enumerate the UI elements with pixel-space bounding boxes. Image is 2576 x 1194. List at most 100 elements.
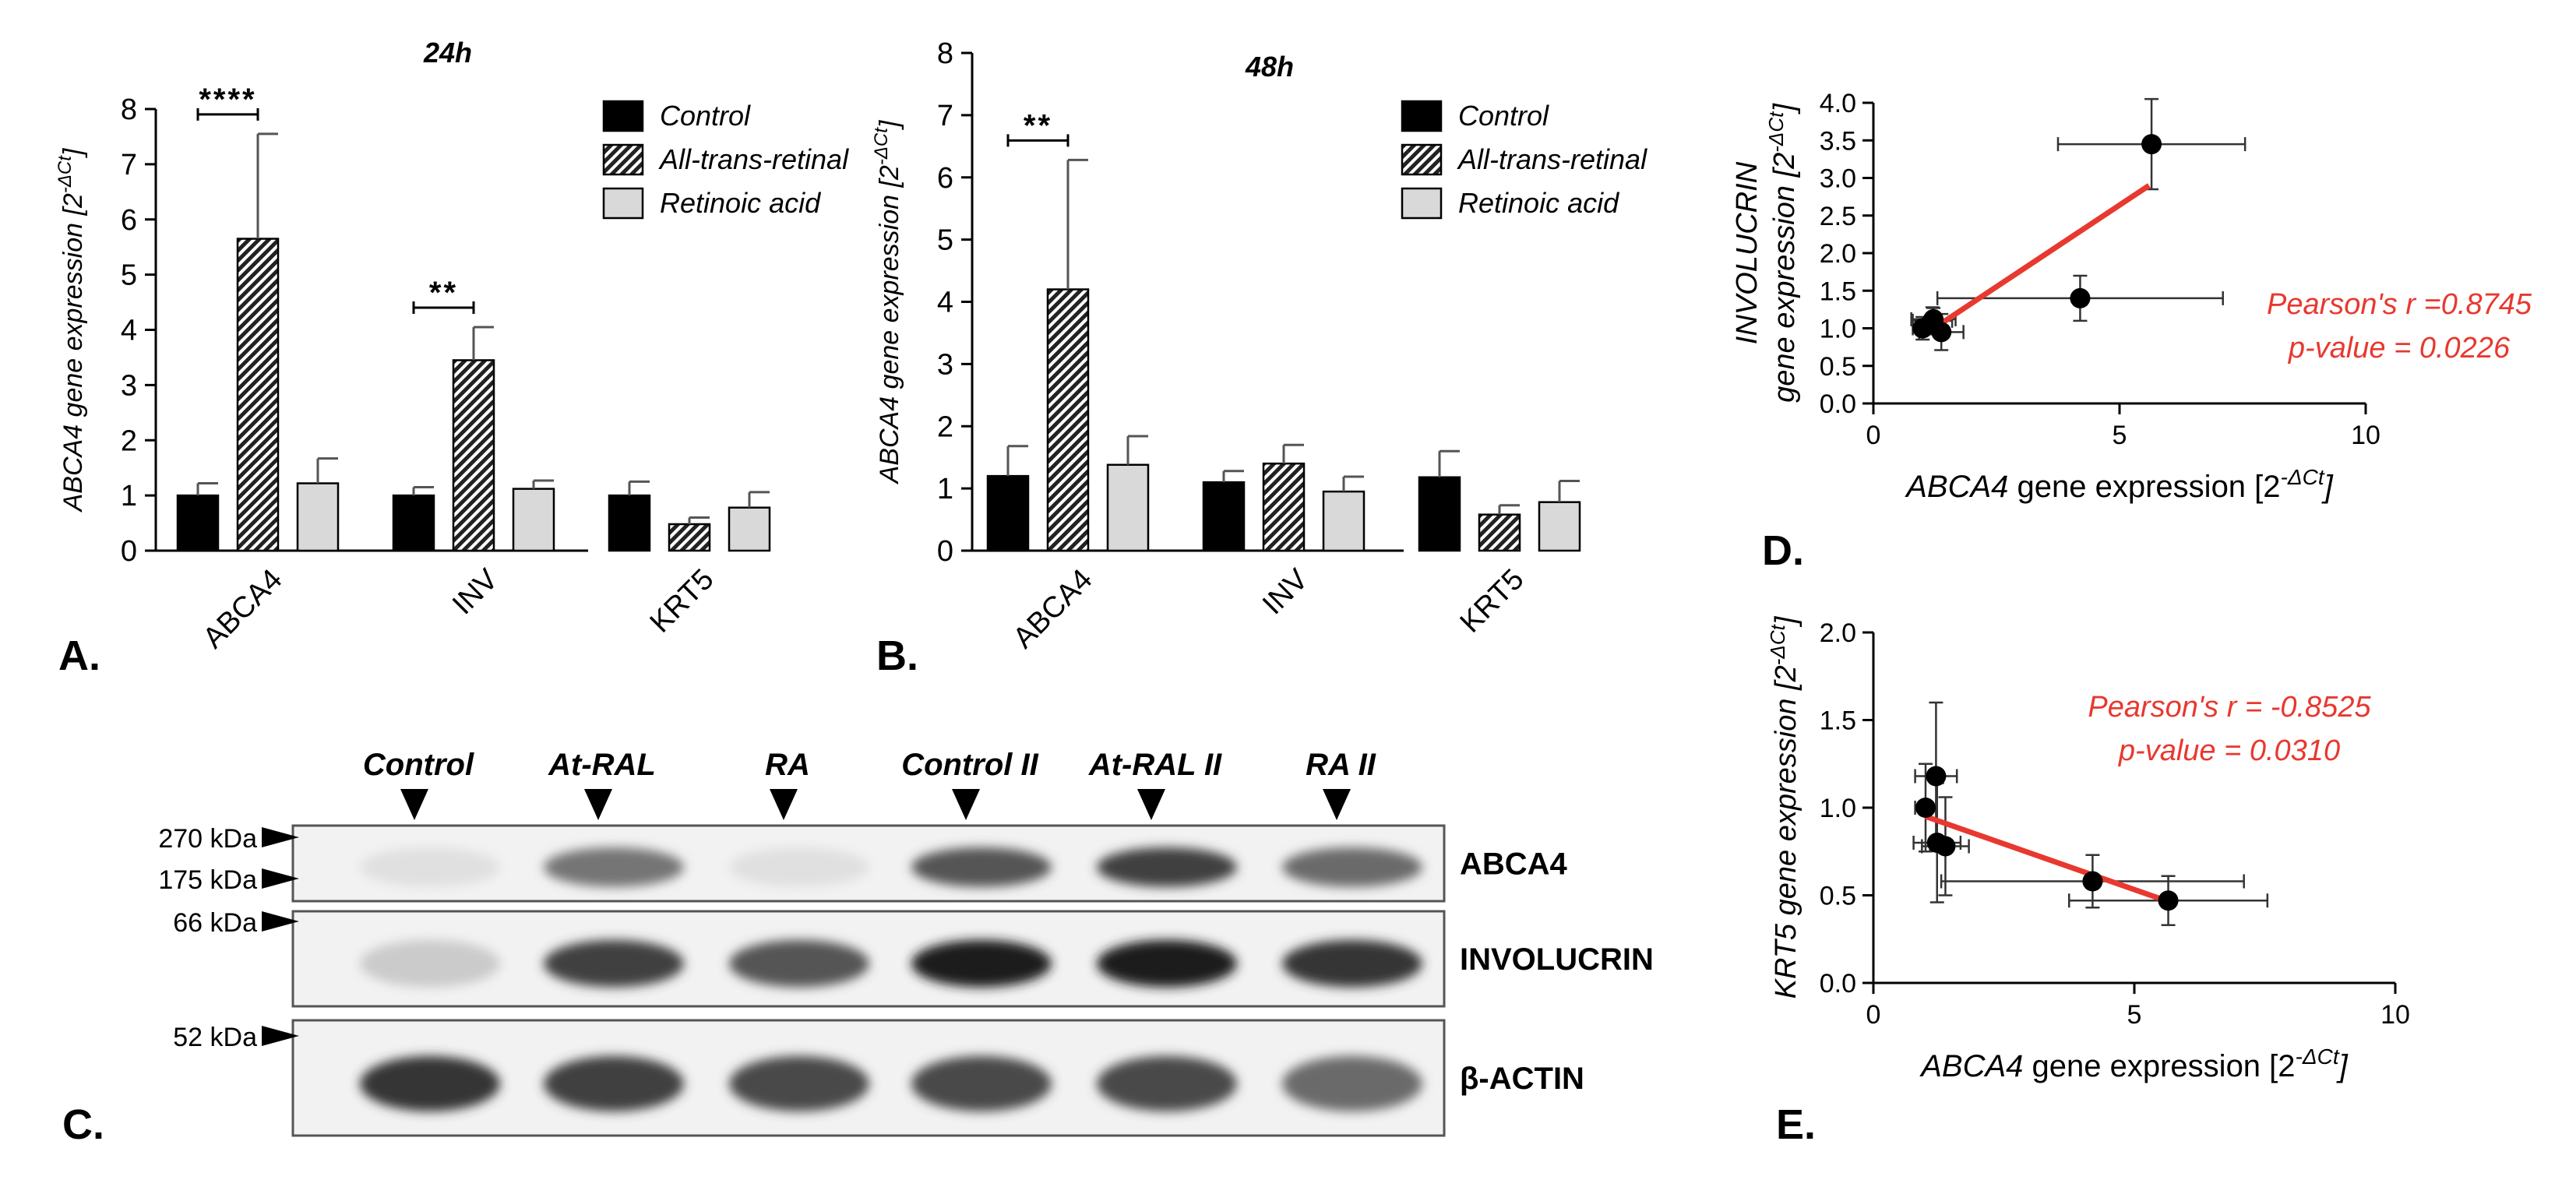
- x-axis-label: ABCA4 gene expression [2-ΔCt]: [1919, 1044, 2348, 1083]
- y-tick-label: 8: [121, 93, 137, 126]
- legend-label: Retinoic acid: [660, 187, 821, 219]
- x-axis-label: ABCA4 gene expression [2-ΔCt]: [1905, 465, 2333, 504]
- y-tick-label: 4: [121, 315, 137, 347]
- blot-band: [544, 1055, 684, 1111]
- x-tick-label-krt5: KRT5: [1454, 563, 1531, 639]
- lane-arrow-marker: [770, 789, 798, 820]
- y-tick-label: 3: [121, 369, 137, 402]
- regression-line: [1921, 183, 2151, 339]
- panel-label-a: A.: [58, 632, 100, 679]
- panel-c-western-blot: Control At-RAL RA Control II At-RAL II RA II A…: [158, 748, 1654, 1137]
- bar-all-trans-retinal-inv: [1262, 462, 1306, 552]
- y-axis-label: gene expression [2-ΔCt]: [1764, 103, 1801, 403]
- x-tick-label: 0: [1866, 1000, 1881, 1030]
- bar-control-krt5: [1418, 476, 1461, 552]
- protein-label: INVOLUCRIN: [1460, 942, 1654, 977]
- panel-label-b: B.: [876, 632, 918, 679]
- y-tick-label: 1.5: [1820, 276, 1856, 306]
- lane-label: Control: [363, 748, 474, 782]
- pearson-r-annotation: Pearson's r = -0.8525: [2088, 691, 2371, 724]
- bar-all-trans-retinal-abca4: [1046, 288, 1090, 552]
- data-point: [2082, 871, 2103, 892]
- y-tick-label: 5: [121, 259, 137, 292]
- y-axis-label-close: ]: [58, 147, 88, 158]
- bar-retinoic-acid-abca4: [1106, 463, 1150, 552]
- y-axis-label-close: ]: [875, 119, 904, 130]
- lane-arrow-marker: [400, 789, 428, 820]
- x-tick-label-inv: INV: [446, 562, 505, 621]
- y-tick-label: 5: [937, 224, 953, 257]
- marker-arrow: [262, 868, 299, 889]
- blot-band: [544, 939, 684, 988]
- bar-retinoic-acid-inv: [1322, 490, 1366, 552]
- y-tick-label: 8: [937, 37, 953, 70]
- y-tick-label: 4: [937, 287, 953, 319]
- y-tick-label: 6: [121, 204, 137, 237]
- chart-title: 24h: [423, 37, 472, 69]
- x-axis-label-main: gene expression [2: [2023, 1049, 2295, 1083]
- pearson-r-annotation: Pearson's r =0.8745: [2267, 288, 2532, 321]
- bar-retinoic-acid-krt5: [1538, 501, 1581, 552]
- legend-swatch: [1401, 187, 1443, 220]
- y-axis-label-close: ]: [1768, 103, 1801, 115]
- data-point: [1923, 308, 1944, 329]
- lane-label: At-RAL: [548, 748, 656, 782]
- bar-all-trans-retinal-krt5: [1478, 513, 1521, 552]
- y-tick-label: 3.0: [1820, 164, 1856, 194]
- y-tick-label: 0.5: [1820, 882, 1856, 911]
- bar-control-abca4: [176, 494, 220, 552]
- y-tick-label: 1: [121, 480, 137, 512]
- y-tick-label: 2: [937, 410, 953, 443]
- chart-title: 48h: [1245, 51, 1294, 83]
- x-axis-label-superscript: -ΔCt: [2281, 465, 2325, 489]
- bar-control-krt5: [608, 494, 651, 552]
- x-tick-label: 10: [2380, 1000, 2410, 1030]
- y-tick-label: 1.5: [1820, 706, 1856, 736]
- y-tick-label: 0: [121, 535, 137, 568]
- x-axis-label-gene: ABCA4: [1919, 1049, 2023, 1083]
- legend-swatch: [602, 100, 644, 132]
- lane-label: Control II: [901, 748, 1038, 782]
- x-axis-label-close: ]: [2336, 1049, 2349, 1083]
- molecular-weight-marker: 270 kDa: [158, 824, 257, 854]
- marker-arrow: [262, 911, 299, 932]
- y-axis-label-superscript: -ΔCt: [871, 127, 892, 165]
- y-axis-label-superscript: -ΔCt: [55, 155, 76, 193]
- bar-control-inv: [392, 494, 435, 552]
- y-axis-label-gene: INVOLUCRIN: [1731, 161, 1764, 344]
- blot-band: [729, 847, 869, 887]
- y-tick-label: 2.0: [1820, 239, 1856, 269]
- y-axis-label-superscript: -ΔCt: [1766, 623, 1789, 665]
- marker-arrow: [262, 1026, 299, 1046]
- x-axis-label-superscript: -ΔCt: [2296, 1044, 2340, 1069]
- blot-band: [1282, 939, 1422, 988]
- y-axis-label-main: KRT5 gene expression [2: [1770, 665, 1802, 999]
- y-axis-label: ABCA4 gene expression [2-ΔCt]: [871, 119, 904, 484]
- bar-control-abca4: [986, 474, 1030, 552]
- panel-label-e: E.: [1776, 1101, 1816, 1148]
- y-axis-label: KRT5 gene expression [2-ΔCt]: [1766, 615, 1802, 999]
- blot-band: [729, 1055, 869, 1111]
- x-tick-label-abca4: ABCA4: [197, 563, 289, 655]
- panel-label-d: D.: [1762, 527, 1804, 574]
- y-tick-label: 2: [121, 424, 137, 457]
- y-tick-label: 1.0: [1820, 315, 1856, 344]
- data-point: [2158, 890, 2179, 911]
- bar-retinoic-acid-inv: [512, 488, 555, 552]
- blot-band: [911, 847, 1052, 887]
- y-axis-label-main: gene expression [2: [1768, 153, 1801, 403]
- data-point: [2070, 287, 2091, 308]
- bar-retinoic-acid-abca4: [296, 482, 340, 552]
- legend-swatch: [602, 187, 644, 220]
- lane-label: RA II: [1306, 748, 1376, 782]
- protein-label: β-ACTIN: [1460, 1062, 1584, 1096]
- y-tick-label: 7: [121, 149, 137, 181]
- blot-band: [1097, 847, 1237, 887]
- lane-arrow-marker: [584, 789, 612, 820]
- blot-band: [1282, 847, 1422, 887]
- data-point: [2141, 134, 2162, 155]
- legend-label: All-trans-retinal: [1457, 143, 1647, 175]
- x-tick-label-krt5: KRT5: [644, 563, 721, 639]
- lane-label: RA: [765, 748, 810, 782]
- y-tick-label: 2.5: [1820, 202, 1856, 231]
